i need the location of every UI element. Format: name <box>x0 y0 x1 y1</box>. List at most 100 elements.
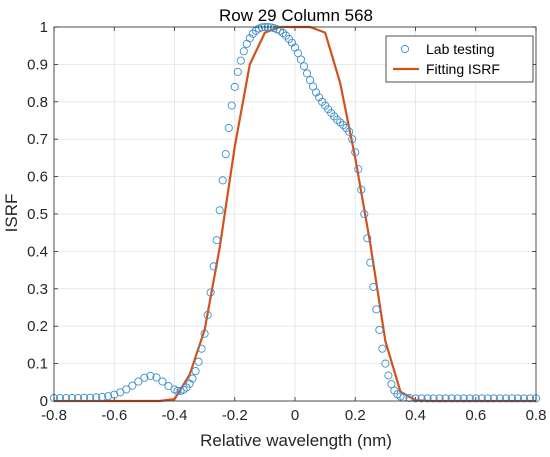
y-tick-label: 0.2 <box>27 318 48 335</box>
x-tick-label: -0.8 <box>41 407 67 424</box>
y-tick-label: 0.9 <box>27 56 48 73</box>
lab-point <box>477 394 486 403</box>
x-tick-label: -0.6 <box>101 407 127 424</box>
lab-point <box>384 371 393 380</box>
y-axis-label: ISRF <box>2 194 21 233</box>
legend-label-fit: Fitting ISRF <box>426 61 500 77</box>
plot-border <box>53 26 537 402</box>
legend: Lab testing Fitting ISRF <box>385 35 534 83</box>
lab-point <box>471 394 480 403</box>
chart-title: Row 29 Column 568 <box>219 6 373 25</box>
lab-point <box>98 392 107 401</box>
lab-point <box>239 47 248 56</box>
lab-point <box>215 206 224 215</box>
lab-point <box>525 394 535 403</box>
lab-point <box>489 394 498 403</box>
lab-point <box>333 115 342 124</box>
y-tick-label: 0 <box>40 393 48 410</box>
lab-point <box>513 394 522 403</box>
lab-point <box>140 373 149 382</box>
lab-point <box>206 288 215 297</box>
lab-point <box>453 394 462 403</box>
y-tick-label: 0.5 <box>27 206 48 223</box>
lab-point <box>354 165 363 174</box>
lab-point <box>221 150 230 159</box>
lab-point <box>357 185 366 194</box>
lab-point <box>429 394 438 403</box>
lab-point <box>348 135 357 144</box>
lab-point <box>369 282 378 291</box>
lab-point <box>351 148 360 157</box>
legend-box <box>385 35 534 83</box>
lab-point <box>423 394 432 403</box>
lab-point <box>375 325 384 334</box>
lab-point <box>302 69 312 78</box>
y-tick-label: 0.8 <box>27 94 48 111</box>
lab-series <box>49 22 541 403</box>
y-tick-label: 0.6 <box>27 169 48 186</box>
x-tick-labels: -0.8 -0.6 -0.4 -0.2 0 0.2 0.4 0.6 0.8 <box>41 407 546 424</box>
legend-marker-lab <box>400 44 410 54</box>
lab-point <box>218 176 227 185</box>
lab-point <box>62 393 71 403</box>
y-tick-label: 0.3 <box>27 281 48 298</box>
lab-point <box>417 394 426 403</box>
grid-lines <box>53 26 537 402</box>
y-tick-label: 1 <box>40 19 48 36</box>
lab-point <box>236 56 245 65</box>
lab-point <box>203 310 212 320</box>
lab-point <box>278 28 288 38</box>
x-tick-label: 0.2 <box>345 407 366 424</box>
lab-point <box>447 394 456 403</box>
lab-point <box>366 258 375 267</box>
y-tick-label: 0.1 <box>27 356 48 373</box>
lab-point <box>224 123 233 133</box>
lab-point <box>188 374 197 383</box>
lab-point <box>441 394 450 403</box>
lab-point <box>197 344 206 353</box>
lab-point <box>378 344 387 353</box>
x-axis-label: Relative wavelength (nm) <box>200 431 392 450</box>
lab-point <box>495 394 504 403</box>
lab-point <box>372 305 381 314</box>
lab-point <box>459 394 468 403</box>
lab-point <box>146 371 155 380</box>
lab-point <box>465 394 474 403</box>
x-tick-label: 0.8 <box>526 407 547 424</box>
legend-label-lab: Lab testing <box>426 41 495 57</box>
lab-point <box>212 236 221 245</box>
lab-point <box>122 385 131 394</box>
lab-point <box>194 357 203 366</box>
lab-point <box>173 386 182 395</box>
lab-point <box>405 393 414 403</box>
lab-point <box>299 62 309 71</box>
lab-point <box>227 101 236 110</box>
lab-point <box>128 381 137 390</box>
x-tick-label: -0.4 <box>162 407 188 424</box>
lab-point <box>387 380 396 389</box>
lab-point <box>209 262 218 271</box>
lab-point <box>293 49 303 58</box>
lab-point <box>164 381 173 391</box>
y-tick-label: 0.4 <box>27 243 48 260</box>
lab-point <box>152 373 161 382</box>
x-tick-label: -0.2 <box>222 407 248 424</box>
lab-point <box>360 209 369 219</box>
lab-point <box>315 93 324 102</box>
lab-point <box>381 359 390 368</box>
lab-point <box>55 393 65 403</box>
lab-point <box>336 118 345 127</box>
lab-point <box>200 329 209 338</box>
lab-point <box>363 234 372 243</box>
lab-point <box>134 377 143 386</box>
lab-point <box>68 393 77 403</box>
y-tick-label: 0.7 <box>27 131 48 148</box>
lab-point <box>519 394 529 403</box>
lab-point <box>306 76 315 85</box>
lab-point <box>411 394 420 403</box>
lab-point <box>296 55 306 64</box>
lab-point <box>501 394 510 403</box>
lab-point <box>248 29 257 38</box>
lab-point <box>233 67 242 76</box>
x-tick-label: 0.4 <box>405 407 426 424</box>
